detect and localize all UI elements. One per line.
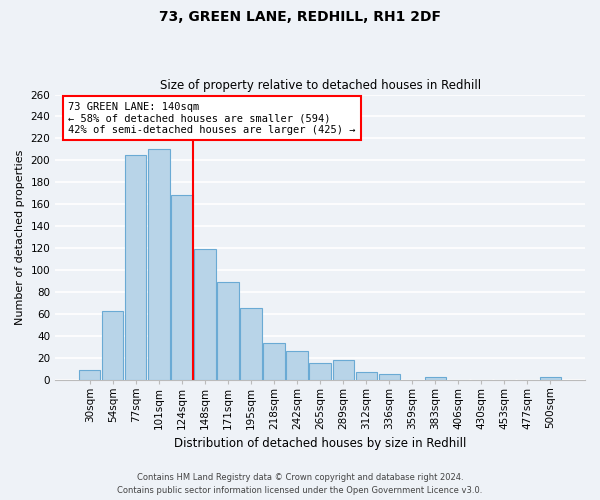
Bar (286, 351, 308, 380)
Title: Size of property relative to detached houses in Redhill: Size of property relative to detached ho… (160, 79, 481, 92)
X-axis label: Distribution of detached houses by size in Redhill: Distribution of detached houses by size … (174, 437, 466, 450)
Bar (241, 308, 262, 380)
Bar (425, 378, 446, 380)
Bar (263, 344, 284, 380)
Bar (217, 282, 239, 380)
Bar (379, 374, 400, 380)
Text: 73 GREEN LANE: 140sqm
← 58% of detached houses are smaller (594)
42% of semi-det: 73 GREEN LANE: 140sqm ← 58% of detached … (68, 102, 356, 135)
Y-axis label: Number of detached properties: Number of detached properties (15, 150, 25, 325)
Bar (332, 360, 353, 380)
Bar (172, 196, 193, 380)
Bar (148, 150, 170, 380)
Text: 73, GREEN LANE, REDHILL, RH1 2DF: 73, GREEN LANE, REDHILL, RH1 2DF (159, 10, 441, 24)
Bar (102, 310, 124, 380)
Bar (310, 363, 331, 380)
Bar (540, 378, 561, 380)
Bar (194, 249, 215, 380)
Bar (356, 372, 377, 380)
Bar (125, 155, 146, 380)
Bar (79, 370, 100, 380)
Text: Contains HM Land Registry data © Crown copyright and database right 2024.
Contai: Contains HM Land Registry data © Crown c… (118, 473, 482, 495)
